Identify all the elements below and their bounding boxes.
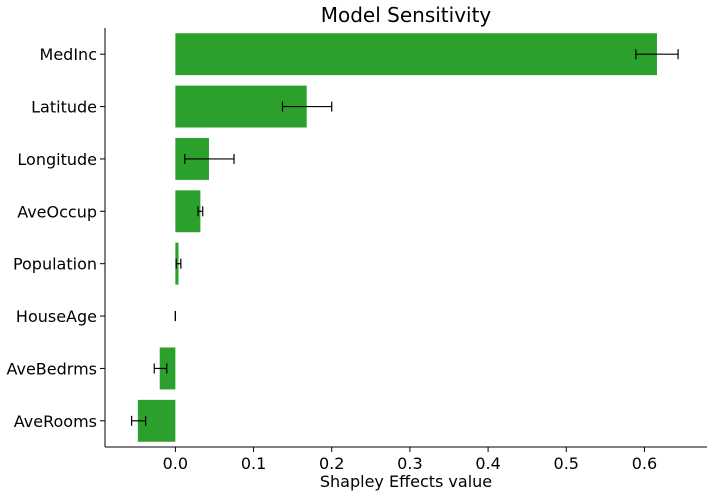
- y-tick-label: MedInc: [40, 45, 97, 64]
- bar-aveoccup: [175, 190, 201, 233]
- x-tick-label: 0.4: [475, 454, 500, 473]
- x-tick-label: 0.5: [554, 454, 579, 473]
- error-bars-group: [130, 49, 679, 426]
- y-ticks-group: MedInc Latitude Longitude AveOccup Populatio…: [6, 45, 105, 431]
- y-tick-label: AveOccup: [17, 202, 97, 221]
- x-tick-label: 0.2: [319, 454, 344, 473]
- bar-medinc: [175, 33, 657, 76]
- x-tick-label: 0.0: [163, 454, 188, 473]
- error-bar-population: [175, 258, 182, 269]
- chart-title: Model Sensitivity: [321, 3, 492, 27]
- x-tick-label: 0.3: [397, 454, 422, 473]
- x-axis-label: Shapley Effects value: [320, 472, 492, 491]
- x-ticks-group: 0.0 0.1 0.2 0.3 0.4 0.5 0.6: [163, 447, 657, 473]
- error-bar-averooms: [130, 415, 147, 426]
- y-tick-label: AveBedrms: [6, 359, 97, 378]
- bar-avebedrms: [159, 347, 176, 390]
- error-bar-latitude: [281, 101, 333, 112]
- error-bar-medinc: [635, 49, 679, 60]
- y-tick-label: Longitude: [17, 150, 97, 169]
- error-bar-avebedrms: [153, 363, 168, 374]
- y-tick-label: HouseAge: [16, 307, 97, 326]
- y-tick-label: Population: [13, 255, 97, 274]
- error-bar-aveoccup: [197, 206, 204, 217]
- y-tick-label: AveRooms: [14, 412, 97, 431]
- y-tick-label: Latitude: [31, 98, 97, 117]
- error-bar-longitude: [184, 153, 235, 164]
- bars-group: [137, 33, 657, 442]
- x-tick-label: 0.1: [241, 454, 266, 473]
- x-tick-label: 0.6: [632, 454, 657, 473]
